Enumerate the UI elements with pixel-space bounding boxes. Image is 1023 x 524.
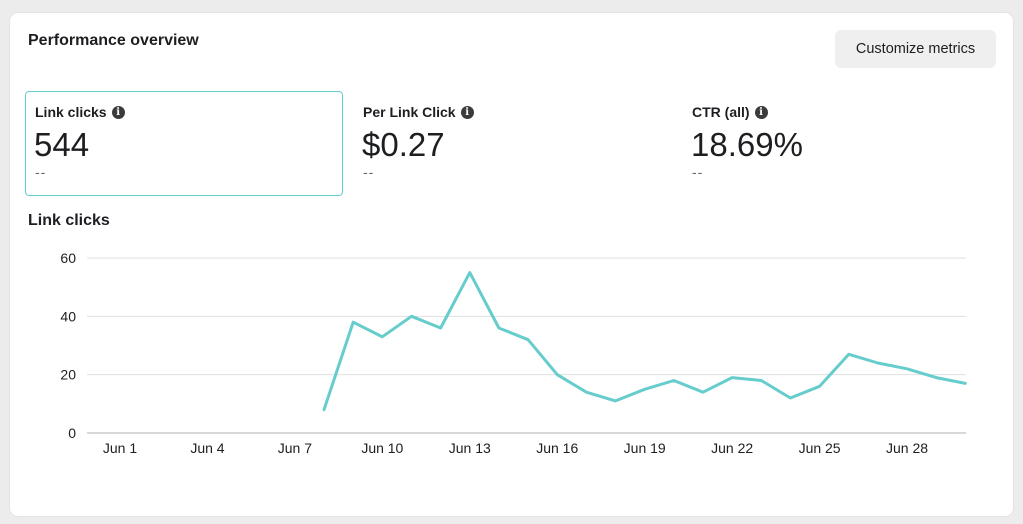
metric-value: 18.69% [691,126,803,163]
info-icon[interactable]: i [111,105,125,119]
metric-label: CTR (all) [692,104,750,120]
chart-title: Link clicks [28,212,110,229]
x-tick-label: Jun 10 [361,440,403,456]
metric-value: 544 [34,126,90,163]
x-tick-label: Jun 4 [190,440,224,456]
metric-comparison: -- [363,164,375,180]
x-tick-label: Jun 7 [278,440,312,456]
y-tick-label: 20 [60,367,76,383]
metric-card-link-clicks[interactable]: Link clicks i 544 -- [25,91,343,196]
metric-card-ctr[interactable]: CTR (all) i 18.69% -- [682,91,1000,196]
page-title: Performance overview [28,32,199,49]
customize-metrics-button[interactable]: Customize metrics [835,30,996,68]
series-line [322,271,967,412]
metric-comparison: -- [692,164,704,180]
metric-value: $0.27 [362,126,445,163]
x-tick-label: Jun 1 [103,440,137,456]
metric-label: Link clicks [35,104,107,120]
x-tick-label: Jun 19 [624,440,666,456]
metric-label: Per Link Click [363,104,456,120]
metric-comparison: -- [35,164,47,180]
metric-card-per-link-click[interactable]: Per Link Click i $0.27 -- [353,91,671,196]
info-icon[interactable]: i [754,105,768,119]
performance-card [10,13,1013,516]
x-tick-label: Jun 25 [799,440,841,456]
info-icon[interactable]: i [460,105,474,119]
x-tick-label: Jun 28 [886,440,928,456]
x-tick-label: Jun 16 [536,440,578,456]
x-tick-label: Jun 13 [449,440,491,456]
y-tick-label: 60 [60,250,76,266]
x-tick-label: Jun 22 [711,440,753,456]
y-tick-label: 0 [68,425,76,441]
y-tick-label: 40 [60,308,76,324]
